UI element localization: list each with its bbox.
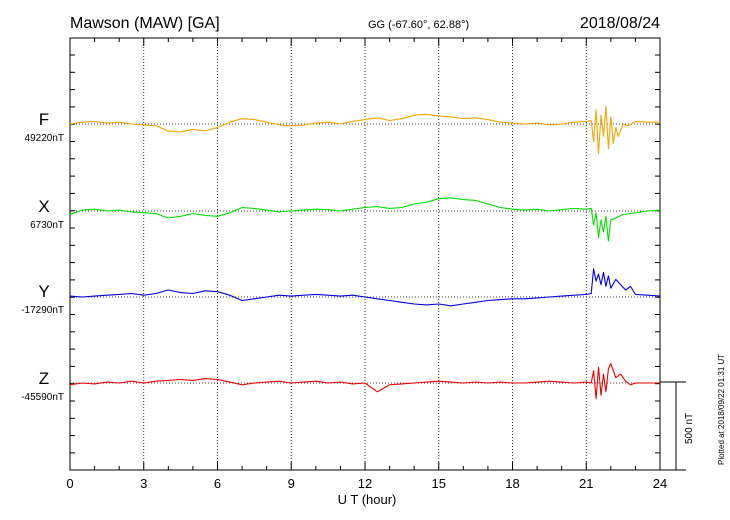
scale-bar: [660, 381, 686, 471]
scale-bar-label: 500 nT: [684, 413, 695, 444]
x-axis-label: U T (hour): [338, 492, 397, 507]
x-tick-label-9: 9: [288, 476, 295, 491]
x-tick-label-0: 0: [66, 476, 73, 491]
x-tick-label-18: 18: [505, 476, 519, 491]
x-tick-label-3: 3: [140, 476, 147, 491]
x-tick-label-6: 6: [214, 476, 221, 491]
series-label-Y: Y: [38, 282, 49, 301]
series-label-X: X: [38, 197, 49, 216]
series-line-Y: [69, 268, 661, 307]
plotted-at-note: Plotted at 2018/09/22 01:31 UT: [717, 354, 726, 465]
series-line-X: [69, 197, 661, 242]
series-label-F: F: [39, 110, 49, 129]
baseline-label-Z: -45590nT: [21, 392, 64, 403]
x-tick-label-12: 12: [358, 476, 372, 491]
chart-date: 2018/08/24: [580, 15, 660, 32]
baseline-label-F: 49220nT: [25, 133, 64, 144]
station-coords: GG (-67.60°, 62.88°): [368, 19, 469, 31]
series-label-Z: Z: [39, 369, 49, 388]
x-tick-label-21: 21: [579, 476, 593, 491]
y-minor-ticks: [70, 54, 660, 454]
x-axis-tick-labels: 0 3 6 9 12 15 18 21 24: [66, 476, 667, 491]
baseline-label-Y: -17290nT: [21, 305, 64, 316]
series-line-F: [69, 105, 660, 155]
x-tick-label-24: 24: [653, 476, 667, 491]
series-line-Z: [69, 363, 660, 400]
vertical-gridlines: [143, 38, 587, 470]
x-tick-label-15: 15: [432, 476, 446, 491]
x-axis-ticks: [69, 38, 661, 470]
series-lines: [69, 105, 661, 400]
baseline-label-X: 6730nT: [30, 220, 64, 231]
station-title: Mawson (MAW) [GA]: [70, 15, 220, 32]
